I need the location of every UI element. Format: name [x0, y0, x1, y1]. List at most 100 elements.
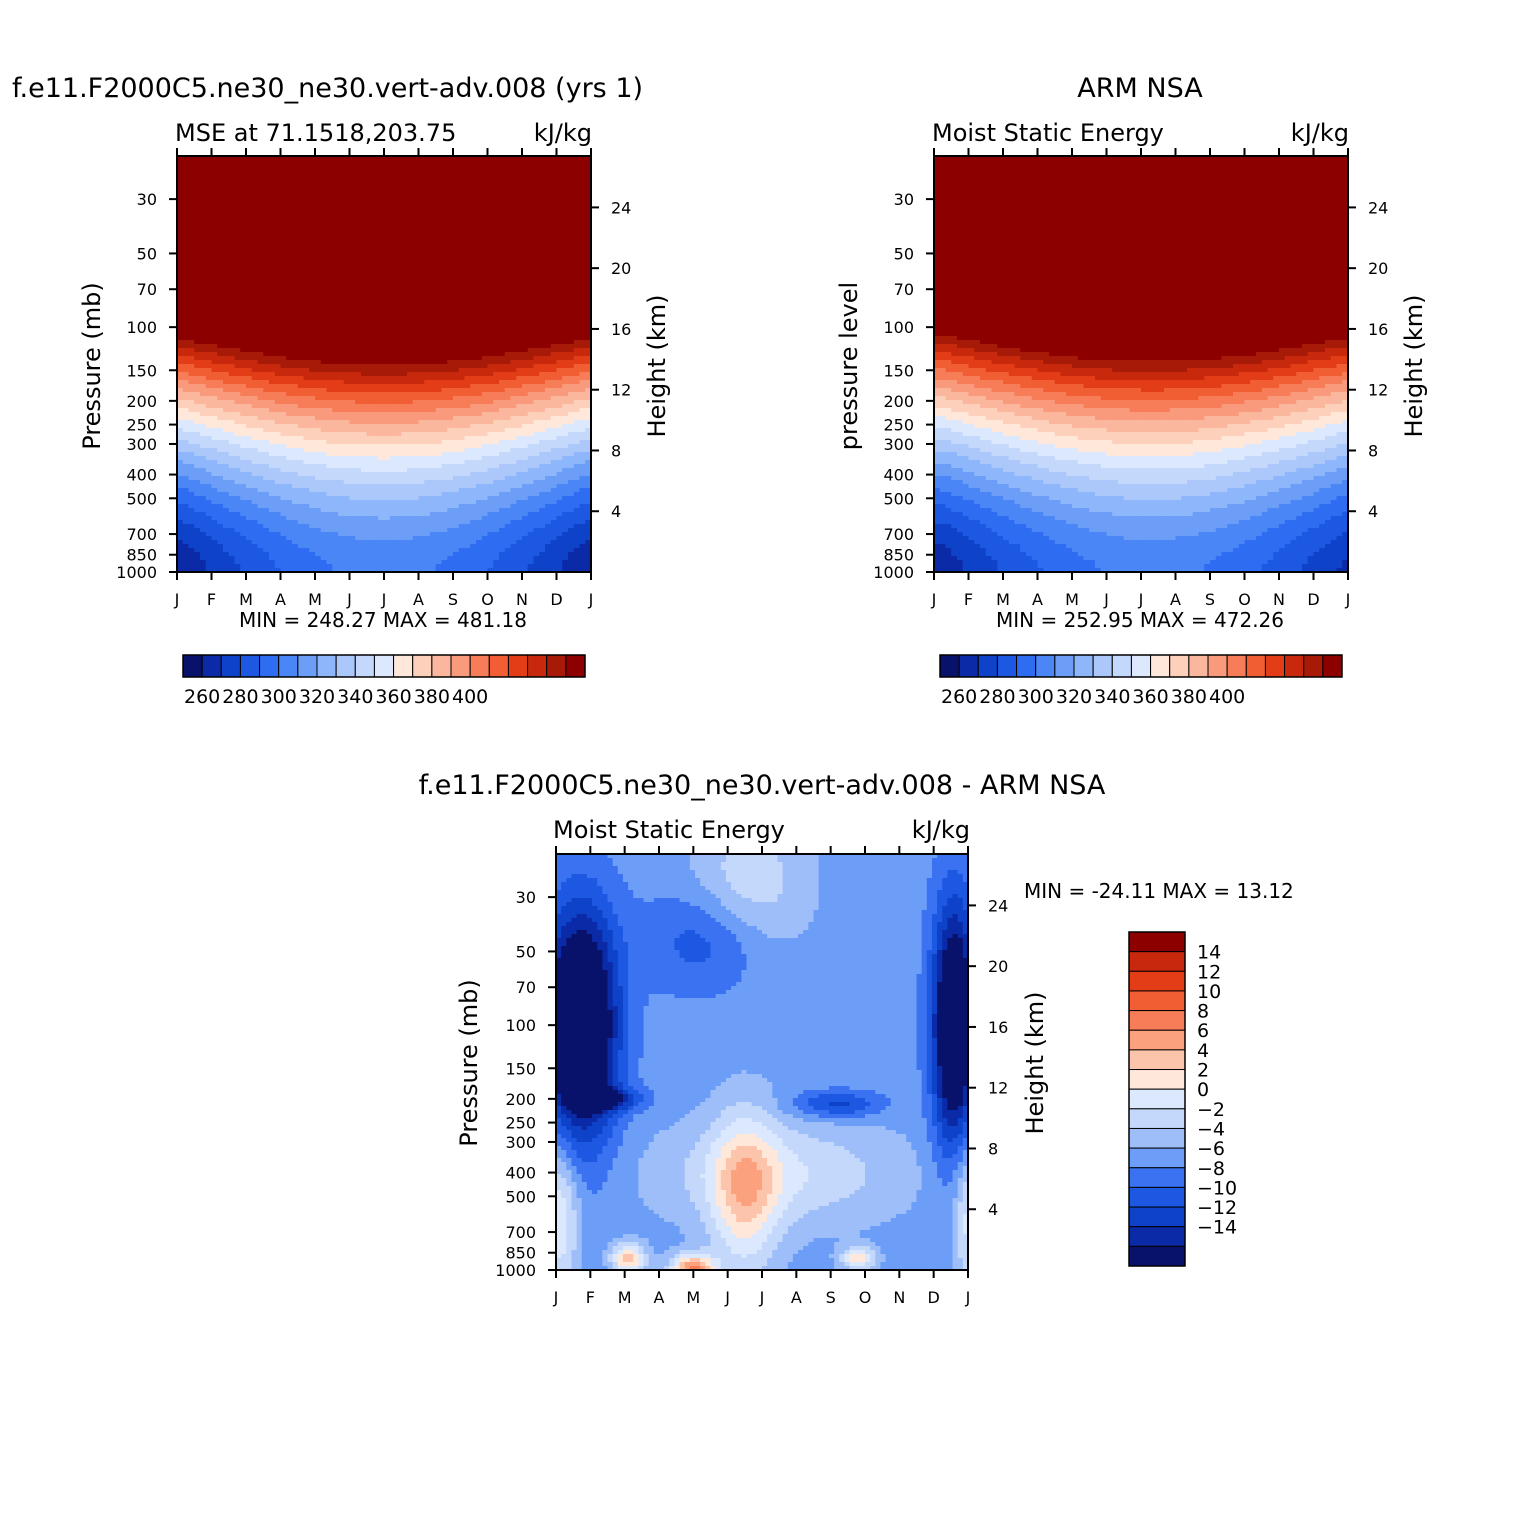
field-cell — [435, 308, 443, 313]
field-cell — [263, 356, 270, 361]
field-cell — [223, 376, 230, 381]
field-cell — [418, 280, 425, 285]
field-cell — [257, 384, 264, 389]
field-cell — [447, 452, 454, 457]
field-cell — [246, 176, 253, 181]
field-cell — [263, 512, 270, 517]
field-cell — [269, 472, 276, 477]
field-cell — [257, 360, 264, 365]
field-cell — [338, 416, 345, 421]
field-cell — [251, 564, 259, 569]
field-cell — [372, 548, 379, 553]
field-cell — [343, 560, 351, 565]
field-cell — [401, 440, 408, 445]
field-cell — [188, 492, 195, 497]
field-cell — [332, 548, 339, 553]
field-cell — [355, 328, 362, 333]
field-cell — [343, 204, 351, 209]
field-cell — [435, 520, 443, 525]
field-cell — [389, 516, 397, 521]
field-cell — [332, 436, 339, 441]
field-cell — [223, 428, 230, 433]
field-cell — [332, 476, 339, 481]
field-cell — [366, 216, 374, 221]
field-cell — [315, 188, 322, 193]
field-cell — [441, 184, 448, 189]
field-cell — [407, 288, 414, 293]
field-cell — [188, 320, 195, 325]
field-cell — [188, 432, 195, 437]
field-cell — [200, 188, 207, 193]
field-cell — [315, 500, 322, 505]
field-cell — [188, 484, 195, 489]
field-cell — [246, 360, 253, 365]
field-cell — [441, 212, 448, 217]
field-cell — [263, 212, 270, 217]
field-cell — [182, 324, 190, 329]
field-cell — [389, 400, 397, 405]
field-cell — [320, 376, 328, 381]
field-cell — [257, 272, 264, 277]
field-cell — [424, 484, 431, 489]
field-cell — [297, 160, 305, 165]
field-cell — [223, 436, 230, 441]
field-cell — [280, 524, 287, 529]
field-cell — [447, 160, 454, 165]
field-cell — [188, 540, 195, 545]
field-cell — [332, 284, 339, 289]
field-cell — [205, 156, 213, 161]
field-cell — [366, 172, 374, 177]
field-cell — [223, 528, 230, 533]
field-cell — [234, 444, 241, 449]
field-cell — [418, 304, 425, 309]
field-cell — [447, 548, 454, 553]
field-cell — [412, 360, 420, 365]
field-cell — [257, 504, 264, 509]
field-cell — [320, 324, 328, 329]
field-cell — [200, 168, 207, 173]
field-cell — [240, 352, 247, 357]
field-cell — [269, 508, 276, 513]
field-cell — [246, 348, 253, 353]
field-cell — [435, 428, 443, 433]
field-cell — [297, 324, 305, 329]
field-cell — [280, 296, 287, 301]
field-cell — [389, 432, 397, 437]
field-cell — [228, 512, 236, 517]
field-cell — [326, 220, 333, 225]
field-cell — [343, 540, 351, 545]
field-cell — [326, 180, 333, 185]
field-cell — [188, 184, 195, 189]
field-cell — [263, 468, 270, 473]
field-cell — [280, 220, 287, 225]
field-cell — [424, 516, 431, 521]
field-cell — [251, 556, 259, 561]
field-cell — [320, 168, 328, 173]
field-cell — [257, 356, 264, 361]
field-cell — [401, 284, 408, 289]
field-cell — [418, 444, 425, 449]
field-cell — [269, 308, 276, 313]
field-cell — [182, 476, 190, 481]
field-cell — [303, 344, 310, 349]
field-cell — [378, 384, 385, 389]
field-cell — [246, 444, 253, 449]
field-cell — [326, 352, 333, 357]
field-cell — [447, 496, 454, 501]
field-cell — [309, 156, 316, 161]
field-cell — [395, 396, 402, 401]
field-cell — [182, 432, 190, 437]
field-cell — [384, 504, 391, 509]
field-cell — [315, 252, 322, 257]
field-cell — [435, 340, 443, 345]
field-cell — [326, 404, 333, 409]
field-cell — [349, 464, 356, 469]
field-cell — [320, 284, 328, 289]
field-cell — [326, 372, 333, 377]
field-cell — [228, 408, 236, 413]
field-cell — [401, 200, 408, 205]
field-cell — [182, 488, 190, 493]
field-cell — [240, 544, 247, 549]
field-cell — [407, 228, 414, 233]
field-cell — [223, 372, 230, 377]
